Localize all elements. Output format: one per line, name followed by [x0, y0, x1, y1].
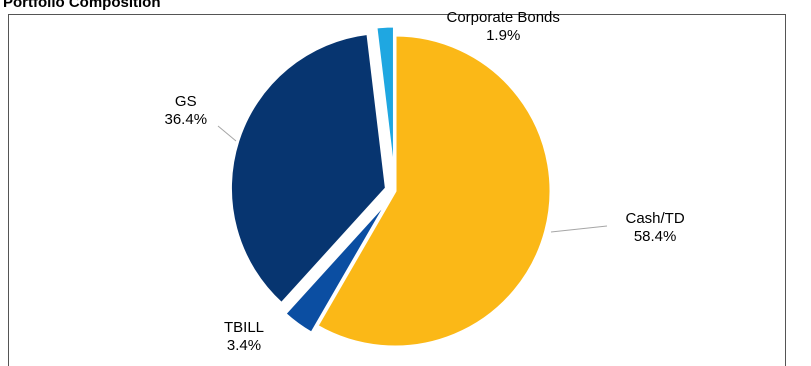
slice-label-cash-td: Cash/TD 58.4% [626, 210, 685, 246]
slice-label-gs: GS 36.4% [165, 93, 208, 129]
slice-name: Cash/TD [625, 210, 685, 227]
slice-name: Corporate Bonds [446, 9, 560, 26]
pie-slice-cash-td [315, 33, 553, 349]
slice-percentage: 1.9% [486, 27, 521, 44]
chart-title: Portfolio Composition [3, 0, 161, 11]
slice-percentage: 3.4% [226, 337, 262, 354]
slice-label-tbill: TBILL 3.4% [224, 319, 264, 355]
pie-slice-gs [228, 31, 388, 306]
slice-label-corporate-bonds: Corporate Bonds 1.9% [447, 9, 560, 45]
pie-slice-tbill [283, 196, 392, 335]
slice-percentage: 58.4% [633, 228, 677, 245]
slice-name: GS [174, 93, 197, 110]
slice-name: TBILL [224, 319, 265, 336]
leader-line-cash-td [550, 225, 608, 233]
pie-slice-corporate-bonds [374, 24, 396, 184]
slice-percentage: 36.4% [164, 111, 208, 128]
leader-line-gs [217, 125, 237, 142]
